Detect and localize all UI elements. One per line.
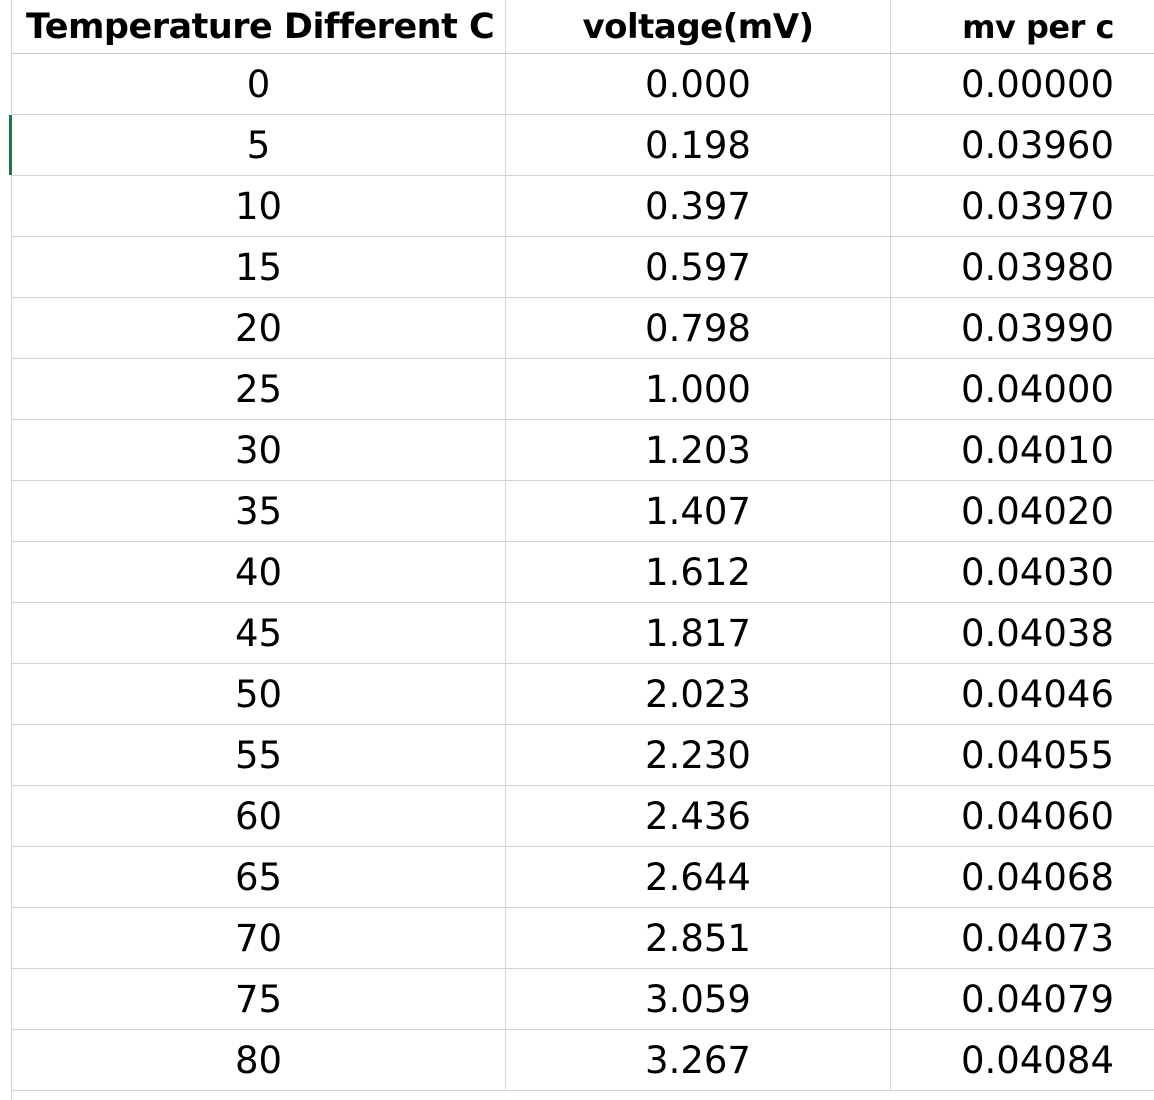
table-row: 25 1.000 0.04000 xyxy=(12,359,1154,420)
cell-temperature[interactable]: 75 xyxy=(12,969,506,1029)
header-cell-mv-per-c[interactable]: mv per c xyxy=(962,7,1114,46)
cell-temperature[interactable]: 30 xyxy=(12,420,506,480)
cell-mv-per-c[interactable]: 0.04010 xyxy=(960,428,1114,472)
cell-voltage[interactable]: 1.203 xyxy=(506,420,891,480)
table-row: 35 1.407 0.04020 xyxy=(12,481,1154,542)
table-row: 10 0.397 0.03970 xyxy=(12,176,1154,237)
table-row: 20 0.798 0.03990 xyxy=(12,298,1154,359)
table-row: 0 0.000 0.00000 xyxy=(12,54,1154,115)
cell-mv-per-c[interactable]: 0.04068 xyxy=(960,855,1114,899)
cell-voltage[interactable]: 0.000 xyxy=(506,54,891,114)
cell-temperature[interactable]: 50 xyxy=(12,664,506,724)
header-row: Temperature Different C voltage(mV) mv p… xyxy=(12,0,1154,54)
cell-voltage[interactable]: 2.230 xyxy=(506,725,891,785)
cell-voltage[interactable]: 2.436 xyxy=(506,786,891,846)
row-header-edge[interactable] xyxy=(0,0,12,1100)
cell-voltage[interactable]: 1.817 xyxy=(506,603,891,663)
cell-voltage[interactable]: 1.000 xyxy=(506,359,891,419)
cell-mv-per-c[interactable]: 0.03970 xyxy=(960,184,1114,228)
table-row: 30 1.203 0.04010 xyxy=(12,420,1154,481)
cell-mv-per-c[interactable]: 0.04055 xyxy=(960,733,1114,777)
cell-voltage[interactable]: 2.023 xyxy=(506,664,891,724)
cell-voltage[interactable]: 3.059 xyxy=(506,969,891,1029)
cell-mv-per-c[interactable]: 0.04073 xyxy=(960,916,1114,960)
cell-temperature[interactable]: 35 xyxy=(12,481,506,541)
cell-temperature[interactable]: 80 xyxy=(12,1030,506,1090)
table-row: 75 3.059 0.04079 xyxy=(12,969,1154,1030)
header-cell-temperature[interactable]: Temperature Different C xyxy=(12,0,506,53)
cell-mv-per-c[interactable]: 0.04060 xyxy=(960,794,1114,838)
cell-mv-per-c[interactable]: 0.04084 xyxy=(960,1038,1114,1082)
cell-temperature[interactable]: 45 xyxy=(12,603,506,663)
table-row: 55 2.230 0.04055 xyxy=(12,725,1154,786)
table-row: 40 1.612 0.04030 xyxy=(12,542,1154,603)
cell-temperature[interactable]: 60 xyxy=(12,786,506,846)
table-row: 15 0.597 0.03980 xyxy=(12,237,1154,298)
cell-temperature[interactable]: 15 xyxy=(12,237,506,297)
cell-voltage[interactable]: 0.198 xyxy=(506,115,891,175)
cell-mv-per-c[interactable]: 0.03980 xyxy=(960,245,1114,289)
cell-mv-per-c[interactable]: 0.04038 xyxy=(960,611,1114,655)
active-row-indicator xyxy=(9,115,12,175)
cell-mv-per-c[interactable]: 0.03990 xyxy=(960,306,1114,350)
cell-temperature[interactable]: 40 xyxy=(12,542,506,602)
cell-voltage[interactable]: 0.597 xyxy=(506,237,891,297)
cell-mv-per-c[interactable]: 0.04046 xyxy=(960,672,1114,716)
cell-mv-per-c[interactable]: 0.04020 xyxy=(960,489,1114,533)
table-row: 50 2.023 0.04046 xyxy=(12,664,1154,725)
cell-voltage[interactable]: 2.851 xyxy=(506,908,891,968)
table-row: 60 2.436 0.04060 xyxy=(12,786,1154,847)
cell-voltage[interactable]: 2.644 xyxy=(506,847,891,907)
table-row: 65 2.644 0.04068 xyxy=(12,847,1154,908)
cell-voltage[interactable]: 0.798 xyxy=(506,298,891,358)
cell-temperature[interactable]: 0 xyxy=(12,54,506,114)
cell-mv-per-c[interactable]: 0.04000 xyxy=(960,367,1114,411)
cell-mv-per-c[interactable]: 0.04079 xyxy=(960,977,1114,1021)
cell-temperature[interactable]: 25 xyxy=(12,359,506,419)
table-row: 70 2.851 0.04073 xyxy=(12,908,1154,969)
cell-temperature[interactable]: 10 xyxy=(12,176,506,236)
cell-mv-per-c[interactable]: 0.03960 xyxy=(960,123,1114,167)
cell-mv-per-c[interactable]: 0.04030 xyxy=(960,550,1114,594)
table-row: 5 0.198 0.03960 xyxy=(12,115,1154,176)
cell-voltage[interactable]: 1.407 xyxy=(506,481,891,541)
cell-temperature[interactable]: 20 xyxy=(12,298,506,358)
cell-mv-per-c[interactable]: 0.00000 xyxy=(960,62,1114,106)
cell-temperature[interactable]: 65 xyxy=(12,847,506,907)
table-row: 80 3.267 0.04084 xyxy=(12,1030,1154,1091)
cell-temperature[interactable]: 55 xyxy=(12,725,506,785)
table-row: 45 1.817 0.04038 xyxy=(12,603,1154,664)
cell-temperature[interactable]: 70 xyxy=(12,908,506,968)
header-cell-voltage[interactable]: voltage(mV) xyxy=(506,0,891,53)
cell-voltage[interactable]: 3.267 xyxy=(506,1030,891,1090)
cell-temperature[interactable]: 5 xyxy=(12,115,506,175)
cell-voltage[interactable]: 1.612 xyxy=(506,542,891,602)
cell-voltage[interactable]: 0.397 xyxy=(506,176,891,236)
